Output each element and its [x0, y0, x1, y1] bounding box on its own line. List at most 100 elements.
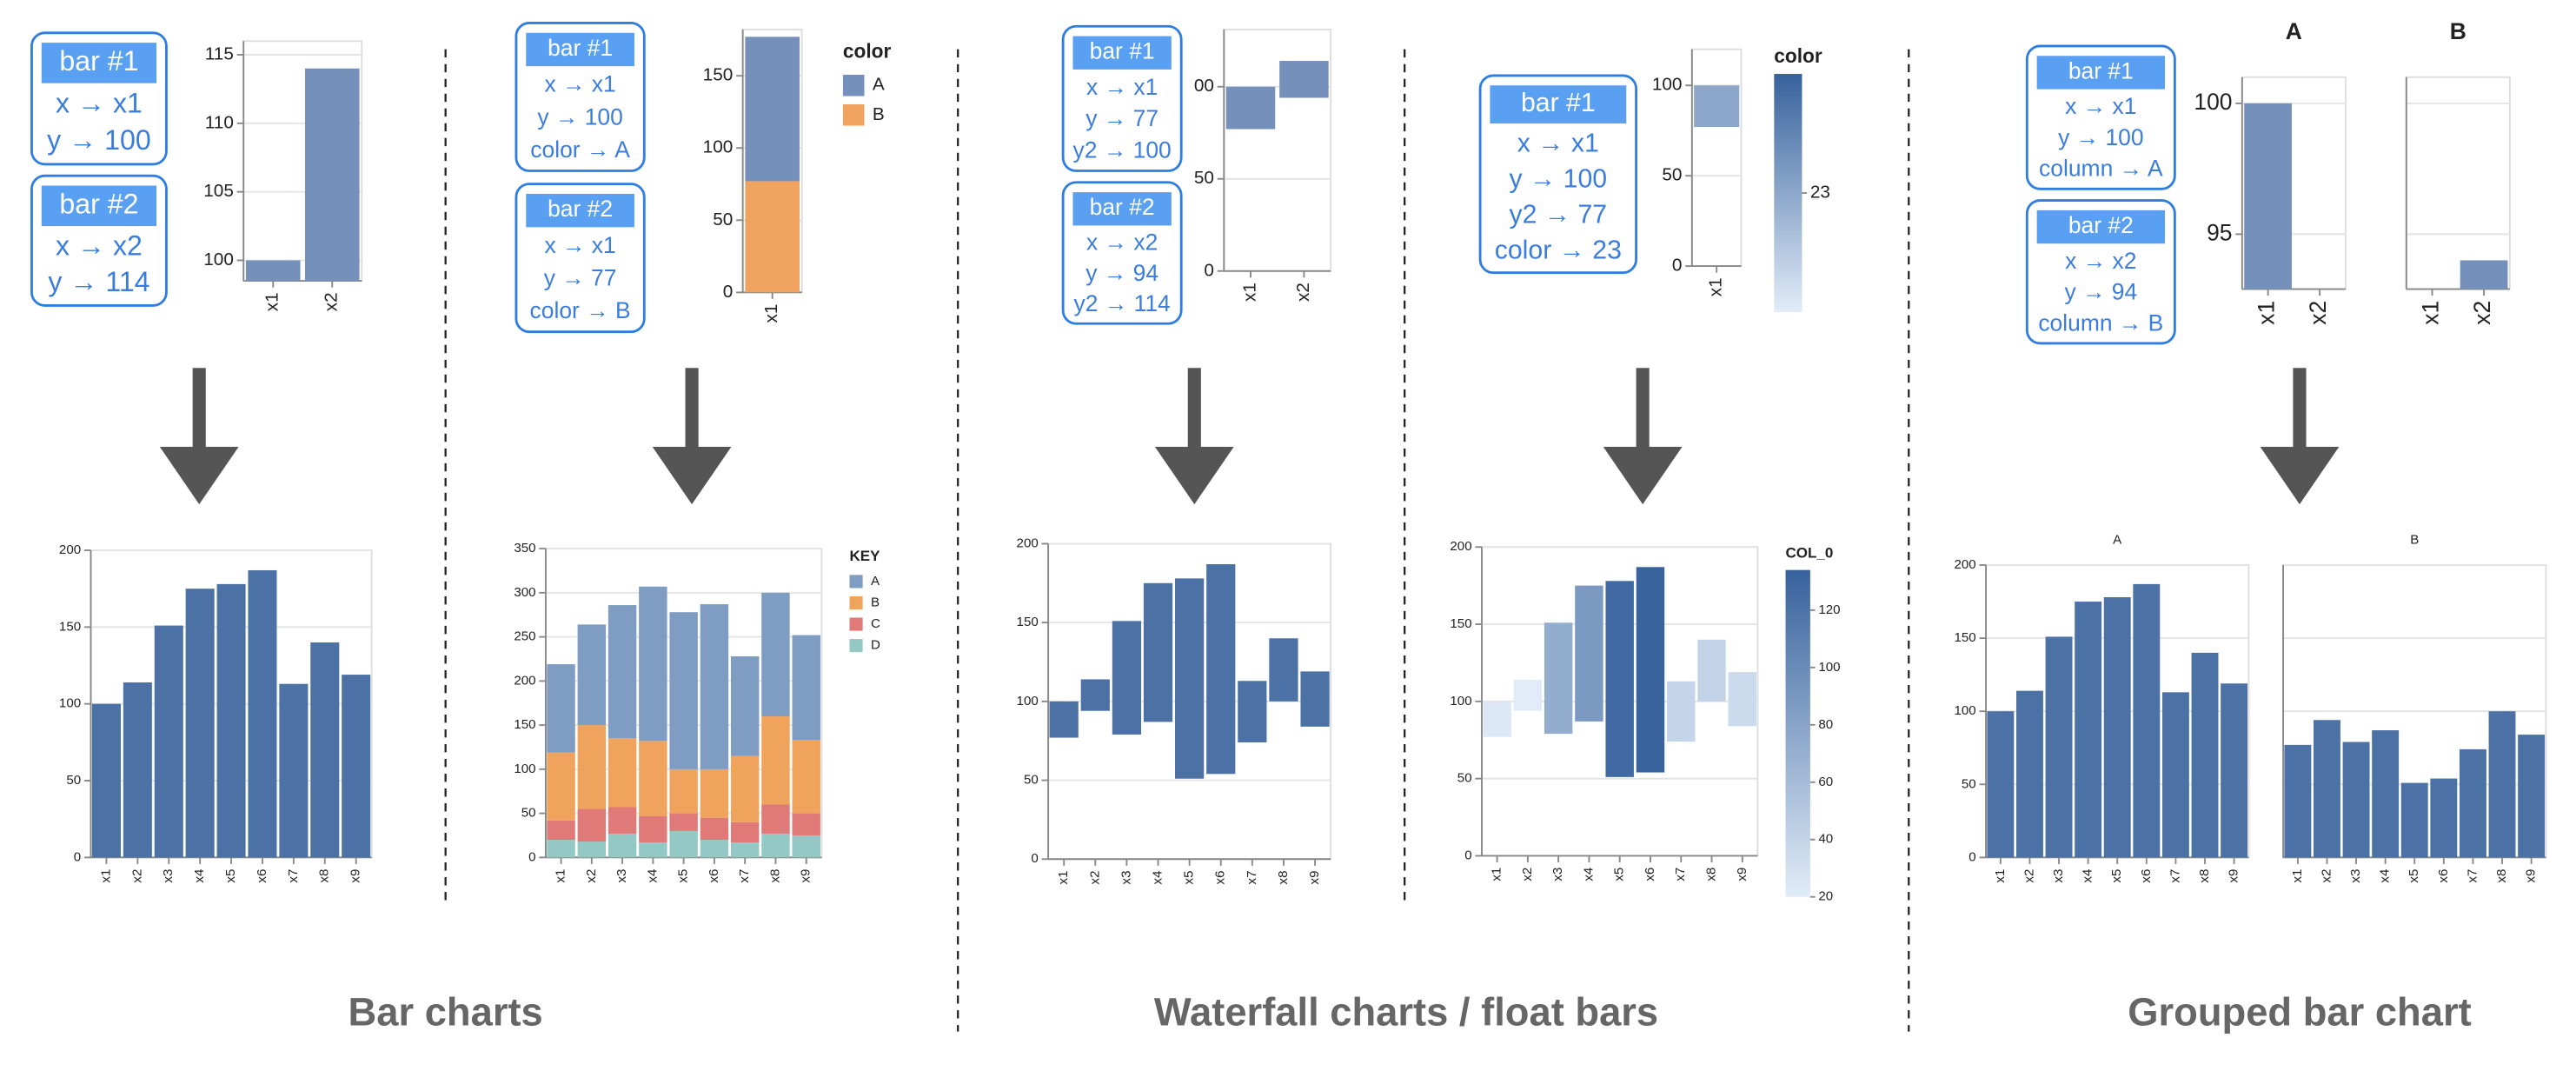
y-tick-label: 150: [1955, 630, 1976, 645]
card-header: [2036, 210, 2166, 244]
float-bar: [1575, 585, 1603, 722]
card-header: [526, 32, 634, 67]
x-tick-label: x7: [2168, 869, 2182, 883]
card-line: y2 → 77: [1510, 200, 1608, 229]
card-title: bar #2: [2068, 212, 2134, 238]
bar: [2103, 597, 2131, 858]
x-tick-label: x2: [2319, 869, 2334, 883]
bar-segment: [792, 813, 820, 835]
float-bar: [1206, 564, 1236, 775]
float-bar: [1513, 679, 1543, 711]
legend-swatch: [849, 639, 863, 653]
y-tick-label: 0: [1031, 851, 1038, 866]
bar-segment: [792, 635, 820, 741]
arrow-head: [2260, 446, 2340, 505]
bar: [310, 642, 340, 858]
x-tick-label: x3: [1119, 870, 1133, 884]
bar-segment: [639, 741, 667, 816]
bar: [154, 625, 183, 858]
bar: [304, 68, 360, 282]
y-tick-label: 200: [514, 673, 535, 688]
y-tick-label: 150: [703, 65, 734, 85]
x-tick-label: x6: [1643, 868, 1657, 881]
bar-segment: [639, 815, 667, 843]
x-tick-label: x5: [676, 869, 691, 883]
bar-segment: [547, 840, 575, 858]
bar-segment: [577, 842, 607, 858]
chart: 0 50 100 150 200 x1 x2 x3 x4 x5 x6 x7 x8 x9 Ax1 x2 x3 x4 x…: [1955, 533, 2547, 883]
chart: 0 50 100 150 200 250 300 350 x1 x2 x3 x4 x5 x6 x7 x8 x9 K…: [514, 541, 880, 882]
legend-swatch: [849, 595, 863, 610]
y-tick-label: 0: [528, 849, 535, 864]
bar-segment: [577, 808, 607, 842]
bar-segment: [669, 830, 698, 858]
colorbar-label: 40: [1818, 832, 1833, 847]
x-tick-label: x4: [2378, 869, 2393, 883]
y-tick-label: 0: [723, 282, 734, 302]
card-title: bar #1: [1521, 89, 1596, 117]
y-tick-label: 50: [1962, 776, 1976, 791]
bar-segment: [745, 181, 800, 293]
y-tick-label: 150: [1450, 616, 1471, 631]
y-tick-label: 50: [1662, 165, 1682, 185]
card-header: [1490, 85, 1627, 124]
y-tick-label: 110: [205, 112, 234, 132]
float-bar: [1697, 639, 1726, 702]
x-tick-label: x6: [707, 869, 721, 883]
x-tick-label: x3: [2051, 869, 2066, 883]
float-bar: [1112, 621, 1142, 735]
bar: [2372, 730, 2400, 858]
x-tick-label: x2: [584, 869, 599, 883]
bar-segment: [669, 768, 698, 814]
x-tick-label: x9: [1735, 868, 1749, 881]
arrow-shaft: [1187, 368, 1201, 450]
x-tick-label: x4: [1581, 868, 1596, 881]
arrow-head: [1603, 446, 1683, 505]
colorbar-label: 120: [1818, 602, 1840, 617]
y-tick-label: 105: [203, 181, 234, 201]
card-line: color → A: [530, 136, 630, 163]
float-bar: [1269, 638, 1298, 702]
float-bar: [1544, 622, 1573, 735]
bar-segment: [761, 592, 790, 716]
section-title: Waterfall charts / float bars: [1154, 990, 1658, 1034]
card-line: x → x1: [1517, 129, 1599, 157]
legend-swatch: [849, 617, 863, 631]
y-tick-label: 95: [2207, 219, 2232, 245]
card-title: bar #1: [1090, 38, 1155, 64]
x-tick-label: x1: [1490, 868, 1504, 881]
y-tick-label: 200: [1450, 539, 1471, 554]
float-bar: [1483, 701, 1511, 737]
bar: [2488, 711, 2516, 858]
y-tick-label: 200: [59, 542, 81, 557]
bar-segment: [669, 813, 698, 831]
card-title: bar #1: [2068, 57, 2134, 83]
bar: [2460, 260, 2508, 289]
bar: [216, 583, 246, 858]
facet-title: A: [2286, 18, 2302, 44]
arrow-shaft: [2293, 368, 2307, 450]
x-tick-label: x8: [317, 869, 332, 883]
x-tick-label: x8: [767, 869, 782, 883]
x-tick-label: x7: [1245, 870, 1259, 884]
y-tick-label: 50: [1194, 168, 1214, 188]
x-tick-label: x7: [2465, 869, 2480, 883]
x-tick-label: x4: [645, 869, 660, 883]
card-line: x → x1: [544, 71, 615, 97]
card-header: [41, 43, 157, 83]
float-bar: [1279, 61, 1329, 98]
float-bar: [1667, 681, 1696, 742]
arrow-shaft: [1636, 368, 1650, 450]
card-line: x → x1: [1086, 74, 1158, 100]
card-line: y → 100: [1510, 164, 1608, 193]
y-tick-label: 100: [203, 249, 234, 269]
x-tick-label: x1: [761, 304, 781, 323]
y-tick-label: 100: [59, 696, 81, 711]
x-tick-label: x6: [2436, 869, 2451, 883]
bar-segment: [607, 807, 637, 834]
bar: [2400, 782, 2428, 858]
card-title: bar #1: [59, 45, 138, 76]
colorbar-label: 23: [1810, 183, 1830, 203]
chart: 0 50 100 150 x1 color AB: [703, 29, 892, 323]
bar-segment: [761, 804, 790, 834]
